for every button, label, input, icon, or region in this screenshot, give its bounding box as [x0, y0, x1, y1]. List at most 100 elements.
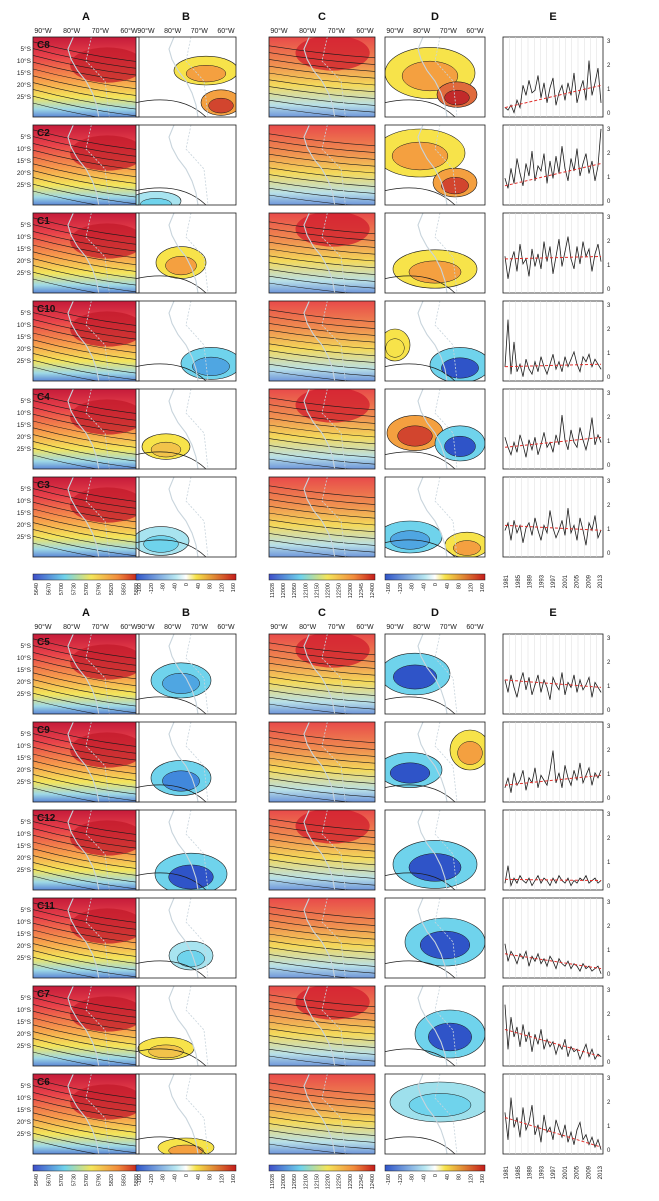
frequency-point	[516, 451, 518, 453]
frequency-point	[561, 787, 563, 788]
contour-line	[269, 791, 354, 802]
panel-frame	[384, 897, 486, 979]
frequency-point	[597, 882, 599, 884]
contour-line	[269, 282, 354, 293]
border-line	[434, 810, 458, 890]
contour-line	[33, 136, 139, 157]
lat-tick-label: 15°S	[17, 666, 32, 674]
cluster-label: C9	[37, 725, 50, 736]
trend-line	[504, 255, 602, 260]
frequency-point	[543, 679, 545, 681]
panel-frame	[32, 633, 140, 715]
zero-line	[385, 363, 456, 381]
frequency-point	[507, 522, 509, 524]
contour-line	[269, 1001, 375, 1014]
lat-tick-label: 15°S	[17, 509, 32, 517]
lat-tick-label: 20°S	[17, 678, 32, 686]
frequency-point	[579, 1058, 581, 1060]
lon-tick-label: 70°W	[92, 623, 110, 631]
trend-line	[504, 774, 602, 786]
contour-line	[269, 93, 375, 106]
coastline	[67, 37, 100, 117]
lon-tick-label: 90°W	[270, 27, 288, 35]
contour-line	[33, 767, 139, 788]
frequency-point	[597, 687, 599, 688]
right-axis-tick: 1	[607, 175, 611, 181]
frequency-point	[555, 256, 557, 257]
panel-frame	[135, 212, 237, 294]
contour-line	[33, 950, 139, 971]
column-header-e: E	[549, 11, 556, 23]
coastline	[67, 125, 100, 205]
frequency-point	[525, 163, 527, 164]
panel-frame	[384, 300, 486, 382]
contour-line	[269, 832, 375, 845]
frequency-point	[540, 882, 542, 884]
colorbar-tick-label: 5640	[34, 1174, 40, 1186]
contour-line	[33, 686, 139, 707]
frequency-point	[546, 784, 548, 786]
contour-line	[269, 221, 375, 235]
contour-line	[269, 65, 375, 79]
anomaly-core	[457, 741, 483, 765]
contour-line	[269, 784, 375, 798]
lat-tick-label: 25°S	[17, 533, 32, 541]
contour-line	[269, 147, 375, 160]
border-line	[185, 986, 209, 1066]
frequency-point	[555, 968, 557, 969]
frequency-point	[582, 439, 584, 441]
frequency-point	[588, 1144, 590, 1145]
panel-frame	[32, 300, 140, 382]
frequency-point	[567, 236, 569, 238]
anomaly-core	[185, 64, 227, 83]
contour-line	[33, 658, 139, 680]
frequency-point	[573, 880, 575, 881]
frequency-point	[534, 266, 536, 267]
anomaly-core	[408, 260, 462, 284]
right-axis-tick: 0	[607, 111, 611, 117]
frequency-point	[516, 532, 518, 534]
field-fill	[136, 389, 236, 469]
frequency-point	[570, 1046, 572, 1048]
frequency-point	[516, 882, 518, 884]
lat-tick-label: 10°S	[17, 1094, 32, 1102]
frequency-point	[537, 674, 539, 676]
contour-line	[33, 312, 139, 333]
contour-line	[269, 771, 375, 784]
frequency-point	[519, 434, 521, 436]
frequency-point	[543, 877, 545, 879]
frequency-point	[513, 520, 515, 521]
colorbar-tick-label: 12000	[281, 583, 287, 598]
frequency-point	[525, 789, 527, 791]
contour-line	[33, 55, 139, 76]
lon-tick-label: 70°W	[191, 27, 209, 35]
right-axis-tick: 3	[607, 1076, 611, 1082]
frequency-point	[516, 158, 518, 159]
trend-line	[504, 84, 602, 109]
contour-line	[269, 445, 375, 458]
frequency-point	[540, 356, 542, 358]
frequency-point	[564, 168, 566, 169]
contour-line	[33, 434, 139, 455]
contour-line	[33, 454, 99, 469]
contour-line	[269, 879, 354, 890]
lat-tick-label: 15°S	[17, 1106, 32, 1114]
trend-line	[504, 878, 602, 882]
lat-tick-label: 5°S	[20, 906, 31, 914]
frequency-point	[597, 1139, 599, 1140]
trend-line	[504, 1116, 602, 1148]
contour-line	[269, 45, 375, 59]
lon-tick-label: 70°W	[440, 27, 458, 35]
trend-line	[504, 163, 602, 187]
frequency-point	[534, 684, 536, 686]
contour-line	[269, 683, 375, 696]
contour-line	[269, 744, 375, 757]
contour-line	[269, 438, 375, 451]
right-axis-tick: 3	[607, 303, 611, 309]
frequency-point	[576, 539, 578, 541]
contour-line	[269, 417, 375, 431]
frequency-point	[564, 965, 566, 967]
frequency-point	[594, 1146, 596, 1148]
contour-line	[33, 366, 99, 381]
frequency-point	[585, 544, 587, 546]
